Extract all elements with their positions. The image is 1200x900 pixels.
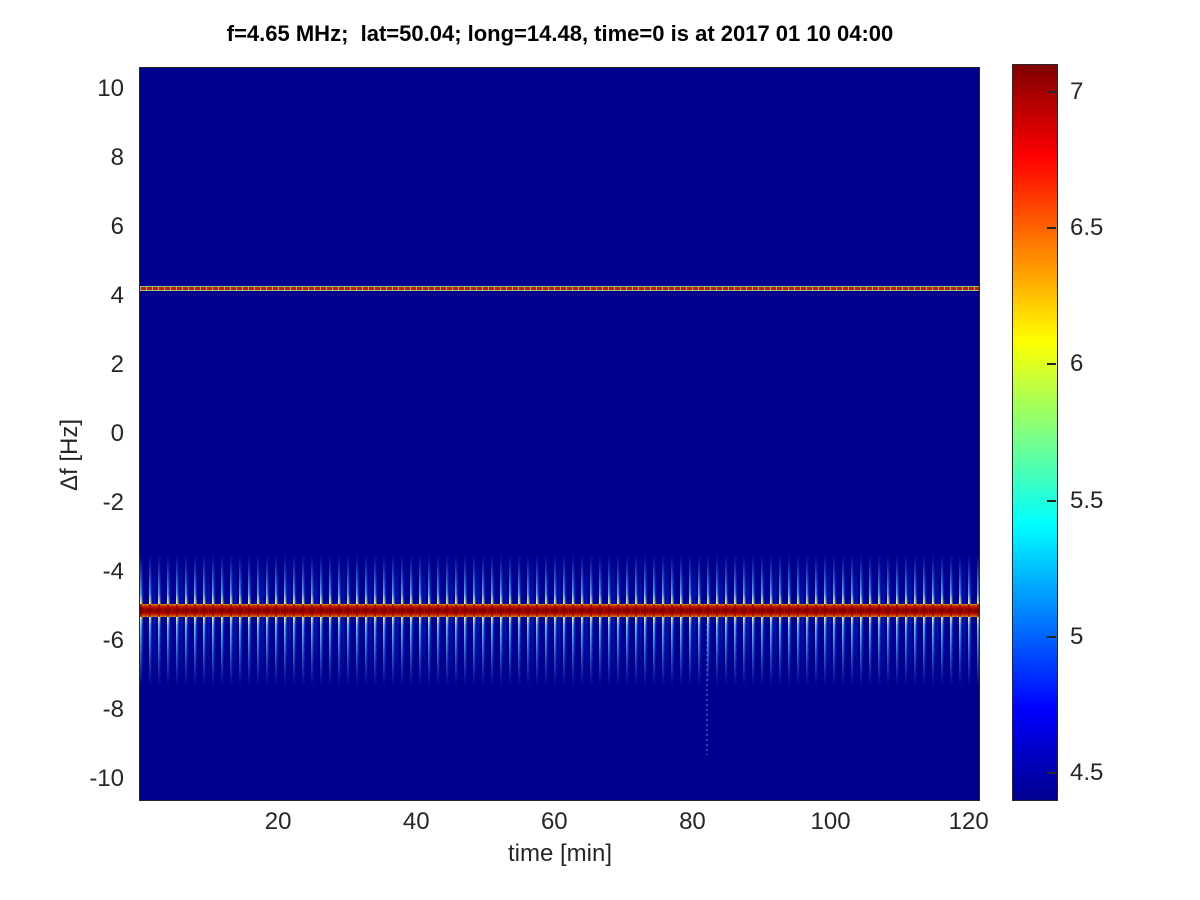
y-tick-label: -2 [102,489,124,517]
y-tick-label: 8 [110,143,124,171]
x-tick-label: 40 [402,808,430,835]
x-tick-label: 60 [540,808,568,835]
vertical-artifact [706,623,709,756]
colorbar-tick-label: 6 [1070,350,1084,378]
heatmap-plot [139,67,980,801]
plot-title: f=4.65 MHz; lat=50.04; long=14.48, time=… [226,21,894,46]
weak-spectral-line [140,286,979,292]
y-tick-label: 6 [110,212,124,240]
x-tick-label: 20 [264,808,292,835]
colorbar-tick-label: 6.5 [1070,214,1104,242]
colorbar-tick-mark [1047,771,1056,774]
x-tick-label: 100 [810,808,851,835]
y-tick-label: -4 [102,558,124,586]
y-tick-label: 0 [110,420,124,447]
y-tick-label: 2 [110,350,124,378]
y-axis-label: Δf [Hz] [56,418,83,492]
x-tick-label: 80 [679,808,706,835]
y-tick-label: 10 [97,74,124,102]
x-axis-label: time [min] [507,840,613,867]
y-tick-label: -6 [102,627,124,655]
colorbar-tick-label: 5 [1070,622,1084,650]
y-tick-label: -8 [102,696,124,724]
colorbar-tick-mark [1047,635,1056,638]
y-tick-label: 4 [110,281,124,309]
x-tick-label: 120 [948,808,989,835]
colorbar-tick-mark [1047,363,1056,366]
y-tick-label: -10 [89,765,124,793]
strong-spectral-line [140,603,979,617]
colorbar-tick-mark [1047,499,1056,502]
colorbar-tick-mark [1047,91,1056,94]
colorbar [1012,64,1058,801]
colorbar-tick-mark [1047,227,1056,230]
colorbar-tick-label: 5.5 [1070,486,1104,514]
colorbar-tick-label: 4.5 [1070,758,1104,786]
colorbar-tick-label: 7 [1070,78,1084,106]
